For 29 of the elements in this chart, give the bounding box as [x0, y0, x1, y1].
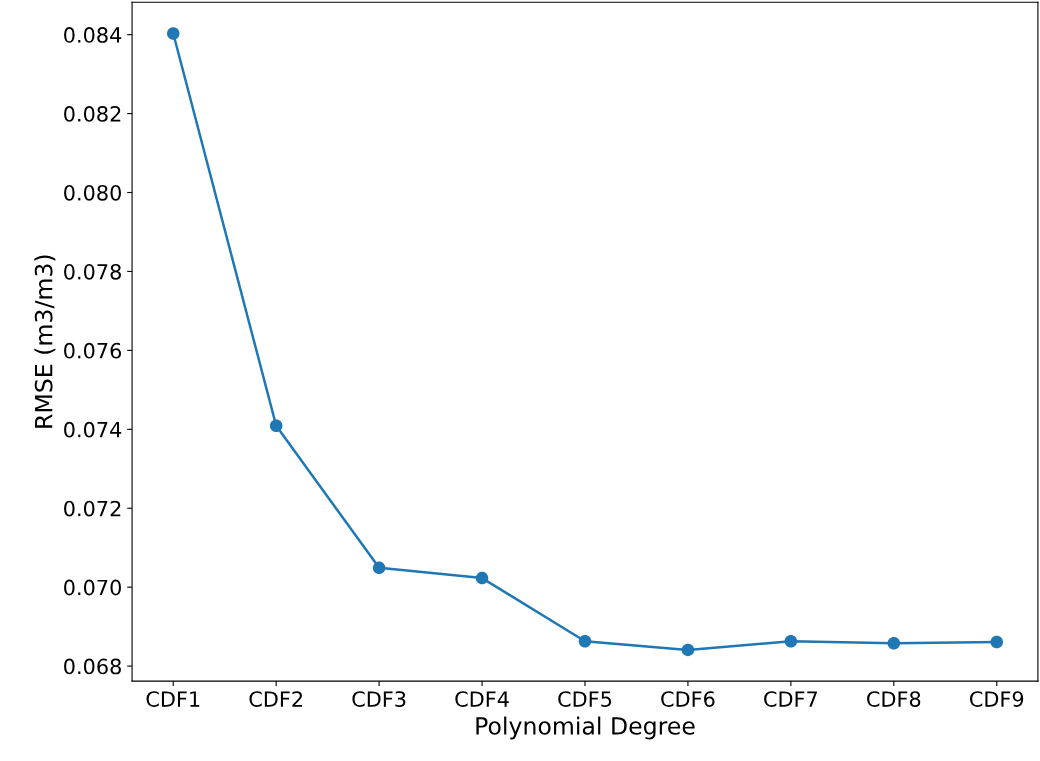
x-axis-title: Polynomial Degree: [476, 716, 695, 740]
y-tick-label: 0.080: [64, 184, 121, 201]
x-tick-label: CDF9: [970, 691, 1024, 707]
y-tick-label: 0.084: [64, 27, 122, 43]
y-tick-label: 0.070: [64, 579, 121, 596]
x-tick-label: CDF2: [249, 691, 303, 707]
point: [372, 561, 386, 575]
y-tick-label: 0.068: [64, 658, 121, 675]
point: [990, 635, 1003, 649]
y-tick-label: 0.074: [64, 421, 122, 438]
x-tick-label: CDF3: [352, 691, 406, 707]
x-tick-label: CDF7: [764, 691, 818, 707]
point: [578, 634, 592, 648]
x-tick-label: CDF1: [146, 691, 200, 707]
point: [167, 27, 180, 40]
point: [784, 634, 798, 648]
y-axis-title: RMSE (m3/m3): [34, 255, 56, 428]
x-tick-label: CDF6: [661, 691, 715, 707]
point: [681, 643, 695, 657]
y-tick-label: 0.082: [64, 106, 121, 122]
y-tick-label: 0.072: [64, 500, 121, 517]
y-tick-label: 0.076: [64, 342, 122, 359]
point: [269, 419, 283, 432]
point: [475, 571, 489, 585]
y-tick-label: 0.078: [64, 263, 121, 280]
point: [887, 636, 901, 650]
x-tick-label: CDF4: [455, 691, 509, 707]
x-tick-label: CDF8: [867, 691, 921, 707]
x-tick-label: CDF5: [558, 691, 612, 707]
